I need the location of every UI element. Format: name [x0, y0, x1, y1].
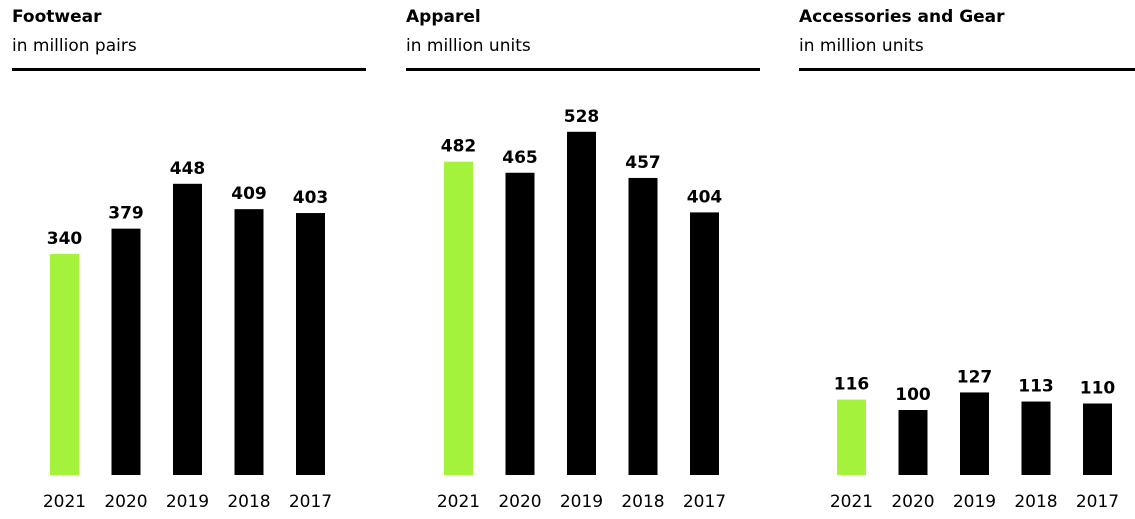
- bar-2019: [173, 183, 202, 476]
- category-label-2018: 2018: [621, 492, 664, 512]
- chart-title: Footwear: [12, 7, 102, 27]
- category-label-2017: 2017: [683, 492, 726, 512]
- category-label-2021: 2021: [43, 492, 86, 512]
- bar-2017: [296, 213, 325, 476]
- data-label-2021: 116: [834, 375, 870, 395]
- category-label-2021: 2021: [437, 492, 480, 512]
- data-label-2019: 528: [564, 107, 600, 127]
- chart-subtitle: in million pairs: [12, 36, 137, 56]
- data-label-2017: 403: [293, 188, 329, 208]
- category-label-2020: 2020: [498, 492, 541, 512]
- chart-panel-accessories: Accessories and Gear in million units 11…: [799, 0, 1135, 519]
- bar-2017: [1083, 403, 1112, 475]
- category-label-2020: 2020: [891, 492, 934, 512]
- title-divider: [406, 68, 760, 71]
- bar-2017: [690, 212, 719, 475]
- data-label-2018: 113: [1018, 377, 1054, 397]
- title-divider: [12, 68, 366, 71]
- category-label-2019: 2019: [560, 492, 603, 512]
- bar-2021: [444, 161, 473, 475]
- data-label-2018: 409: [231, 184, 267, 204]
- data-label-2020: 465: [502, 148, 538, 168]
- category-label-2017: 2017: [1076, 492, 1119, 512]
- chart-subtitle: in million units: [799, 36, 924, 56]
- data-label-2020: 100: [895, 385, 931, 405]
- category-label-2018: 2018: [1014, 492, 1057, 512]
- chart-panel-apparel: Apparel in million units 482 2021 465 2020 5…: [406, 0, 760, 519]
- data-label-2020: 379: [108, 204, 144, 224]
- bar-2020: [898, 410, 928, 475]
- bar-2018: [628, 177, 658, 475]
- bar-2021: [50, 254, 79, 475]
- data-label-2017: 110: [1080, 379, 1116, 399]
- category-label-2019: 2019: [166, 492, 209, 512]
- bar-2019: [960, 392, 989, 475]
- bar-2020: [505, 172, 535, 475]
- bar-2021: [837, 399, 866, 475]
- data-label-2019: 127: [957, 367, 993, 387]
- data-label-2019: 448: [170, 159, 206, 179]
- bar-2018: [1021, 401, 1051, 475]
- data-label-2021: 340: [47, 229, 83, 249]
- bar-chart: 116 2021 100 2020 127 2019 113 2018 110 2017: [830, 367, 1119, 512]
- bar-2018: [234, 209, 264, 475]
- data-label-2018: 457: [625, 153, 661, 173]
- category-label-2017: 2017: [289, 492, 332, 512]
- chart-title: Accessories and Gear: [799, 7, 1005, 27]
- category-label-2021: 2021: [830, 492, 873, 512]
- bar-2020: [111, 228, 141, 475]
- chart-subtitle: in million units: [406, 36, 531, 56]
- chart-panel-footwear: Footwear in million pairs 340 2021 379 2020…: [12, 0, 366, 519]
- bar-chart: 482 2021 465 2020 528 2019 457 2018 404 2017: [437, 107, 726, 512]
- title-divider: [799, 68, 1135, 71]
- category-label-2018: 2018: [227, 492, 270, 512]
- chart-title: Apparel: [406, 7, 481, 27]
- data-label-2021: 482: [441, 137, 477, 157]
- category-label-2019: 2019: [953, 492, 996, 512]
- bar-chart: 340 2021 379 2020 448 2019 409 2018 403 2017: [43, 159, 332, 512]
- bar-2019: [567, 131, 596, 476]
- data-label-2017: 404: [687, 187, 723, 207]
- category-label-2020: 2020: [104, 492, 147, 512]
